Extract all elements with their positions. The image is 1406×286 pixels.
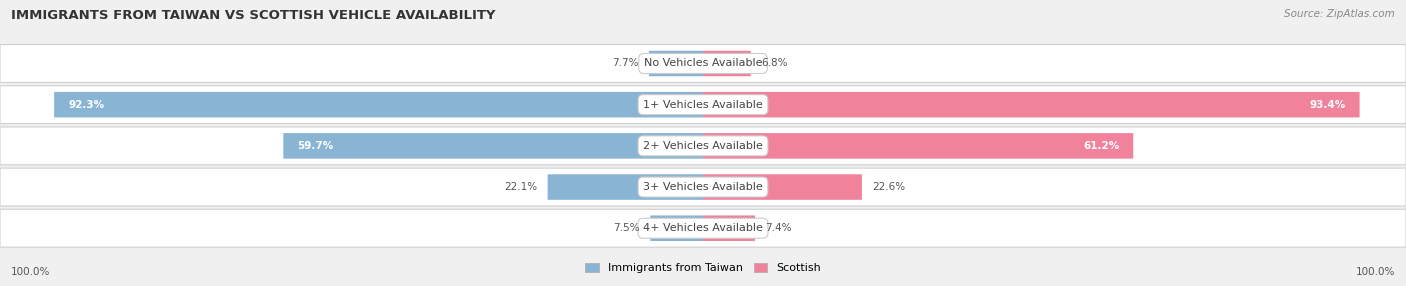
Text: 7.5%: 7.5% [613,223,640,233]
FancyBboxPatch shape [0,127,1406,165]
FancyBboxPatch shape [703,215,755,241]
FancyBboxPatch shape [283,133,703,159]
Text: 59.7%: 59.7% [298,141,333,151]
FancyBboxPatch shape [547,174,703,200]
Text: 22.1%: 22.1% [503,182,537,192]
FancyBboxPatch shape [703,51,751,76]
Text: 100.0%: 100.0% [1355,267,1395,277]
FancyBboxPatch shape [703,174,862,200]
Text: 7.7%: 7.7% [612,59,638,68]
Text: IMMIGRANTS FROM TAIWAN VS SCOTTISH VEHICLE AVAILABILITY: IMMIGRANTS FROM TAIWAN VS SCOTTISH VEHIC… [11,9,496,21]
Text: 92.3%: 92.3% [69,100,104,110]
Text: No Vehicles Available: No Vehicles Available [644,59,762,68]
FancyBboxPatch shape [0,168,1406,206]
FancyBboxPatch shape [53,92,703,118]
Text: 100.0%: 100.0% [11,267,51,277]
Text: 93.4%: 93.4% [1309,100,1346,110]
FancyBboxPatch shape [0,209,1406,247]
Text: 22.6%: 22.6% [872,182,905,192]
Text: 2+ Vehicles Available: 2+ Vehicles Available [643,141,763,151]
FancyBboxPatch shape [703,92,1360,118]
Text: 4+ Vehicles Available: 4+ Vehicles Available [643,223,763,233]
FancyBboxPatch shape [650,215,703,241]
Text: 1+ Vehicles Available: 1+ Vehicles Available [643,100,763,110]
Text: 6.8%: 6.8% [762,59,787,68]
FancyBboxPatch shape [0,86,1406,124]
Text: 7.4%: 7.4% [765,223,792,233]
Text: Source: ZipAtlas.com: Source: ZipAtlas.com [1284,9,1395,19]
FancyBboxPatch shape [650,51,703,76]
Legend: Immigrants from Taiwan, Scottish: Immigrants from Taiwan, Scottish [581,259,825,278]
FancyBboxPatch shape [0,45,1406,82]
Text: 3+ Vehicles Available: 3+ Vehicles Available [643,182,763,192]
Text: 61.2%: 61.2% [1083,141,1119,151]
FancyBboxPatch shape [703,133,1133,159]
